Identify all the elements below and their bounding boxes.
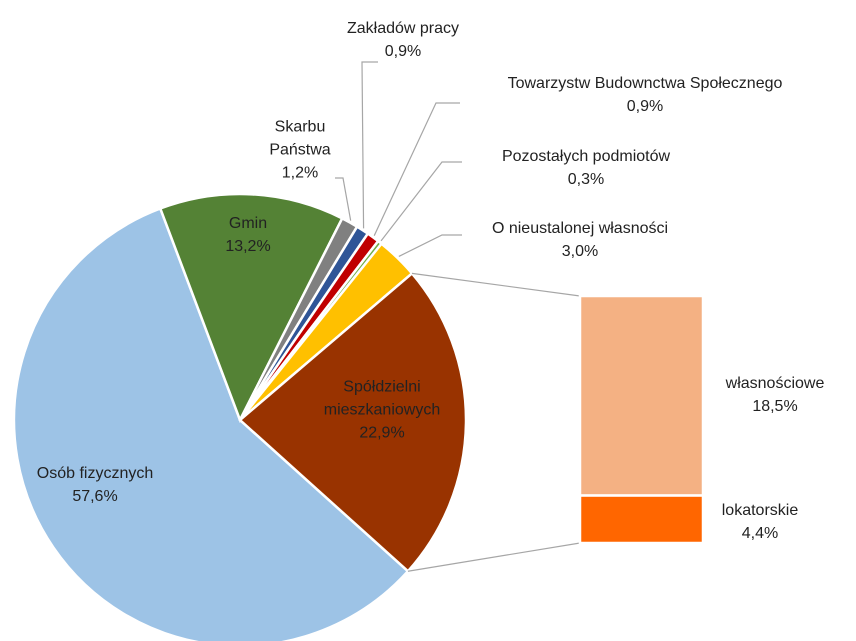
category-label: własnościowe	[725, 375, 825, 392]
category-label: Pozostałych podmiotów	[501, 148, 671, 165]
data-label: Pozostałych podmiotów 0,3%	[456, 145, 716, 191]
leader-line	[361, 61, 378, 229]
value-label: 4,4%	[741, 525, 779, 542]
value-label: 3,0%	[561, 243, 599, 260]
data-label: O nieustalonej własności 3,0%	[450, 217, 710, 263]
category-label: Gmin	[228, 215, 268, 232]
value-label: 1,2%	[281, 164, 319, 182]
breakdown-bar	[578, 494, 705, 545]
category-label: Towarzystw Budownctwa Społecznego	[507, 75, 783, 92]
value-label: 0,9%	[626, 98, 664, 115]
data-label: Zakładów pracy 0,9%	[303, 17, 503, 63]
data-label: lokatorskie 4,4%	[685, 499, 835, 545]
category-label: lokatorskie	[721, 502, 799, 519]
category-label: O nieustalonej własności	[491, 220, 669, 237]
leader-line	[398, 234, 462, 257]
category-label: Osób fizycznych	[36, 465, 154, 482]
data-label: własnościowe 18,5%	[700, 372, 850, 418]
value-label: 0,9%	[384, 43, 422, 60]
data-label: Osób fizycznych 57,6%	[5, 462, 185, 508]
pie-slice	[12, 206, 410, 641]
data-label: Spółdzielni mieszkaniowych 22,9%	[307, 376, 457, 445]
data-label: Towarzystw Budownctwa Społecznego 0,9%	[455, 72, 835, 118]
leader-line	[373, 102, 460, 236]
leader-line	[380, 161, 462, 242]
connector-line	[411, 272, 581, 297]
category-label: Skarbu Państwa	[269, 118, 331, 159]
value-label: 22,9%	[359, 424, 405, 442]
category-label: Zakładów pracy	[346, 20, 460, 37]
value-label: 13,2%	[225, 238, 271, 255]
pie-slice	[238, 271, 468, 573]
value-label: 0,3%	[567, 171, 605, 188]
category-label: Spółdzielni mieszkaniowych	[323, 378, 441, 419]
breakdown-bar	[578, 294, 705, 497]
value-label: 57,6%	[72, 488, 118, 505]
pie-slice	[158, 192, 344, 424]
data-label: Gmin 13,2%	[198, 212, 298, 258]
connector-line	[407, 542, 581, 572]
data-label: Skarbu Państwa 1,2%	[260, 116, 340, 185]
leader-line	[335, 177, 352, 221]
value-label: 18,5%	[752, 398, 798, 415]
